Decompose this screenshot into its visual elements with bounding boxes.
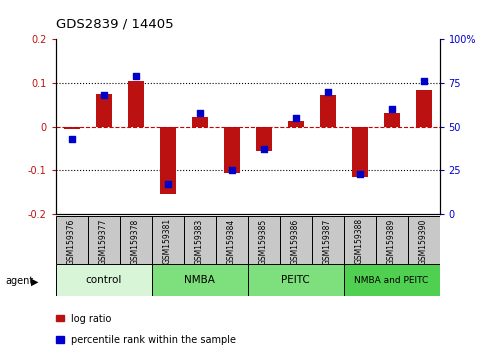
- Bar: [192, 117, 208, 127]
- Bar: [56, 264, 152, 296]
- Bar: [120, 216, 152, 264]
- Text: GSM159385: GSM159385: [259, 218, 268, 264]
- Text: GSM159389: GSM159389: [387, 218, 396, 264]
- Text: GSM159381: GSM159381: [163, 218, 172, 264]
- Bar: [87, 216, 120, 264]
- Text: NMBA and PEITC: NMBA and PEITC: [355, 275, 428, 285]
- Bar: [64, 127, 80, 129]
- Bar: [384, 113, 399, 127]
- Bar: [415, 90, 431, 127]
- Text: GSM159378: GSM159378: [131, 218, 140, 264]
- Text: control: control: [85, 275, 122, 285]
- Text: GSM159390: GSM159390: [419, 218, 428, 265]
- Bar: [280, 216, 312, 264]
- Point: [355, 171, 363, 177]
- Text: GSM159387: GSM159387: [323, 218, 332, 264]
- Bar: [408, 216, 440, 264]
- Point: [196, 110, 203, 115]
- Bar: [184, 216, 215, 264]
- Text: PEITC: PEITC: [281, 275, 310, 285]
- Bar: [215, 216, 248, 264]
- Bar: [343, 264, 440, 296]
- Text: GSM159386: GSM159386: [291, 218, 300, 264]
- Point: [292, 115, 299, 121]
- Bar: [343, 216, 376, 264]
- Text: GDS2839 / 14405: GDS2839 / 14405: [56, 17, 173, 30]
- Bar: [287, 121, 303, 127]
- Bar: [320, 95, 336, 127]
- Bar: [312, 216, 343, 264]
- Bar: [128, 81, 143, 127]
- Text: log ratio: log ratio: [71, 314, 112, 324]
- Bar: [152, 264, 248, 296]
- Bar: [256, 127, 271, 151]
- Point: [420, 78, 427, 84]
- Point: [227, 167, 235, 173]
- Text: agent: agent: [6, 276, 34, 286]
- Point: [99, 92, 107, 98]
- Point: [260, 147, 268, 152]
- Bar: [152, 216, 184, 264]
- Bar: [224, 127, 240, 172]
- Point: [164, 182, 171, 187]
- Text: GSM159376: GSM159376: [67, 218, 76, 265]
- Text: NMBA: NMBA: [184, 275, 215, 285]
- Point: [132, 73, 140, 79]
- Bar: [352, 127, 368, 177]
- Text: GSM159388: GSM159388: [355, 218, 364, 264]
- Point: [324, 89, 331, 95]
- Bar: [56, 216, 87, 264]
- Bar: [248, 216, 280, 264]
- Text: GSM159377: GSM159377: [99, 218, 108, 265]
- Point: [388, 106, 396, 112]
- Point: [68, 136, 75, 142]
- Bar: [376, 216, 408, 264]
- Bar: [159, 127, 175, 194]
- Text: GSM159384: GSM159384: [227, 218, 236, 264]
- Bar: [96, 94, 112, 127]
- Text: GSM159383: GSM159383: [195, 218, 204, 264]
- Text: ▶: ▶: [31, 276, 39, 286]
- Bar: [248, 264, 343, 296]
- Text: percentile rank within the sample: percentile rank within the sample: [71, 335, 237, 345]
